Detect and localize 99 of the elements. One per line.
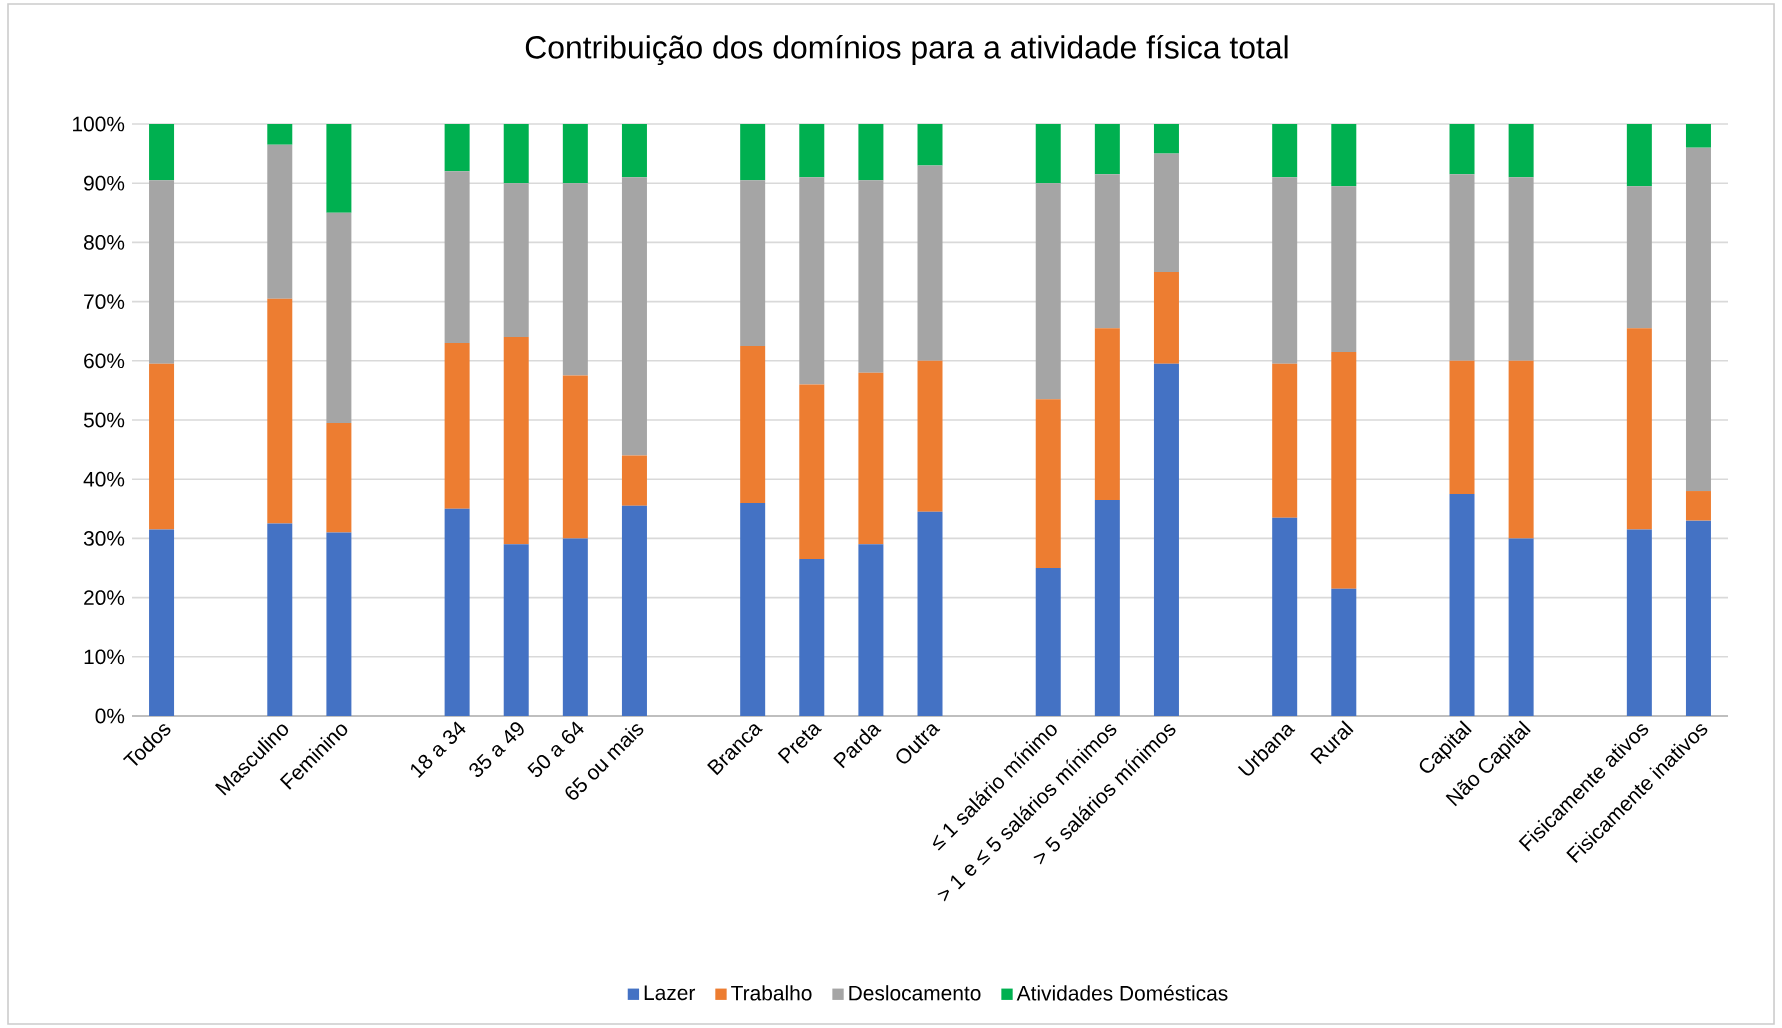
bar <box>562 183 588 376</box>
bar <box>621 505 647 716</box>
chart-title: Contribuição dos domínios para a atividade física total <box>525 34 1288 66</box>
bar <box>444 123 470 172</box>
bar <box>326 422 352 533</box>
bar <box>503 337 529 545</box>
x-tick-label: 35 a 49 <box>469 722 524 777</box>
bar <box>267 123 293 145</box>
bar <box>267 144 293 299</box>
y-tick-label: 40% <box>83 471 125 487</box>
legend-label: Deslocamento <box>849 985 981 1001</box>
bar <box>149 123 175 181</box>
bar <box>740 345 766 503</box>
y-tick-label: 30% <box>83 531 125 546</box>
bar <box>326 212 352 423</box>
bar <box>1153 363 1179 716</box>
bar <box>149 529 175 716</box>
bar <box>1094 499 1120 716</box>
bar <box>1626 328 1652 530</box>
bar <box>1094 123 1120 175</box>
legend-label: Trabalho <box>731 985 812 1001</box>
bar <box>1626 529 1652 716</box>
bar <box>1449 174 1475 361</box>
bar <box>1685 491 1711 521</box>
bar <box>1153 153 1179 272</box>
bar <box>1094 328 1120 500</box>
bar <box>1449 360 1475 494</box>
bar <box>1272 517 1298 716</box>
bar <box>444 343 470 509</box>
bar <box>1153 123 1179 154</box>
bar <box>267 523 293 716</box>
bar <box>503 544 529 716</box>
y-tick-label: 80% <box>83 235 125 250</box>
bar <box>1272 177 1298 364</box>
bar <box>1626 186 1652 329</box>
bar <box>1272 363 1298 518</box>
bar <box>444 508 470 716</box>
bar <box>562 123 588 184</box>
bar <box>1331 186 1357 352</box>
bar <box>1449 494 1475 716</box>
y-tick-label: 70% <box>84 294 125 310</box>
legend-label: Atividades Domésticas <box>1016 985 1228 1001</box>
bar <box>917 165 943 361</box>
bar <box>917 360 943 512</box>
bar <box>1094 174 1120 329</box>
bar <box>1449 123 1475 175</box>
bar <box>562 375 588 539</box>
y-tick-label: 0% <box>95 708 125 724</box>
bar <box>444 171 470 344</box>
bar <box>621 455 647 506</box>
bar <box>740 123 766 181</box>
x-tick-label: 50 a 64 <box>527 721 584 777</box>
bar <box>1035 399 1061 568</box>
bar <box>562 538 588 716</box>
bar <box>799 177 825 385</box>
bar <box>1035 123 1061 184</box>
bar <box>917 123 943 166</box>
bar <box>917 511 943 716</box>
bar <box>858 180 884 373</box>
bar <box>1035 183 1061 400</box>
y-tick-label: 90% <box>84 175 125 191</box>
bar <box>858 544 884 716</box>
x-tick-label: 18 a 34 <box>410 721 466 778</box>
bar <box>1331 123 1357 187</box>
bar <box>621 123 647 178</box>
bar <box>858 372 884 545</box>
bar <box>1508 177 1534 361</box>
bar <box>503 123 529 184</box>
bar <box>799 559 825 716</box>
bar <box>1153 271 1179 364</box>
bar <box>740 180 766 346</box>
bar <box>1685 123 1711 148</box>
bar <box>1331 351 1357 589</box>
bar <box>1508 360 1534 539</box>
bar <box>267 298 293 524</box>
bar <box>799 384 825 560</box>
y-tick-label: 60% <box>84 353 125 369</box>
legend-label: Lazer <box>644 985 696 1001</box>
bar <box>1685 147 1711 492</box>
bar <box>799 123 825 178</box>
bar <box>1035 568 1061 716</box>
bar <box>1508 123 1534 178</box>
bar <box>1272 123 1298 178</box>
y-tick-label: 100% <box>73 116 125 132</box>
bar <box>1626 123 1652 187</box>
bar <box>858 123 884 181</box>
y-tick-label: 50% <box>83 412 125 428</box>
y-tick-label: 10% <box>84 649 125 665</box>
bar <box>149 363 175 530</box>
bar <box>326 532 352 716</box>
y-tick-label: 20% <box>84 590 125 606</box>
bar <box>503 183 529 338</box>
bar <box>621 177 647 456</box>
bar <box>1508 538 1534 716</box>
bar <box>1331 588 1357 716</box>
bar <box>1685 520 1711 716</box>
bar <box>326 123 352 213</box>
bar <box>740 502 766 716</box>
bar <box>149 180 175 364</box>
